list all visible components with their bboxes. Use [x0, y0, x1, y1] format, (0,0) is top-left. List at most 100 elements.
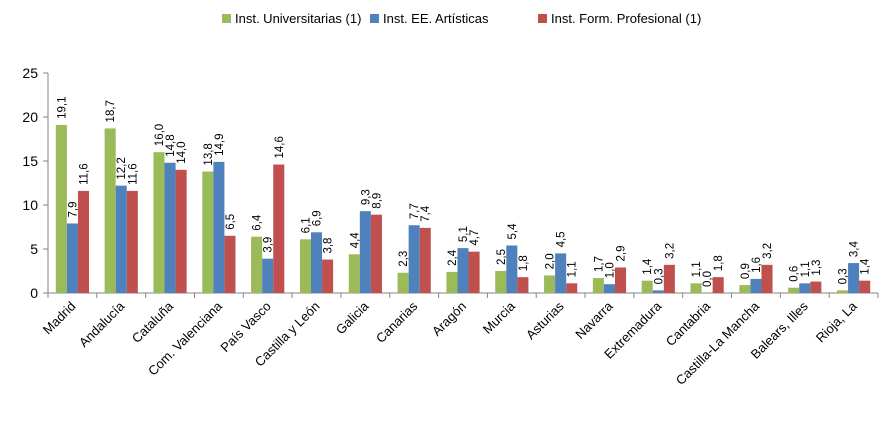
bar: [202, 171, 214, 293]
x-tick-label: Galicia: [333, 298, 372, 337]
value-label: 1,8: [713, 255, 725, 271]
value-label: 5,4: [507, 223, 519, 240]
bar: [115, 185, 127, 293]
value-label: 3,8: [323, 238, 335, 254]
value-label: 9,3: [360, 189, 372, 205]
value-label: 2,9: [616, 245, 628, 261]
value-label: 7,7: [409, 203, 421, 219]
x-tick-label: Navarra: [572, 298, 616, 342]
value-label: 4,4: [349, 232, 361, 249]
bar: [641, 280, 653, 293]
value-label: 3,2: [664, 243, 676, 259]
bar: [712, 277, 724, 293]
bar: [397, 272, 409, 293]
bar: [690, 283, 702, 293]
value-label: 6,5: [225, 214, 237, 230]
bar: [495, 271, 507, 293]
value-label: 3,9: [263, 237, 275, 253]
y-tick-label: 25: [22, 65, 38, 81]
bar: [153, 152, 165, 293]
legend-swatch: [538, 14, 547, 23]
bar: [273, 164, 285, 293]
bar: [468, 251, 480, 293]
x-tick-label: Rioja, La: [813, 298, 860, 345]
bar: [663, 264, 675, 293]
value-label: 2,4: [447, 249, 459, 266]
value-label: 2,0: [545, 253, 557, 269]
bar: [251, 236, 263, 293]
bar: [175, 169, 187, 293]
value-label: 1,8: [518, 255, 530, 271]
value-label: 14,9: [214, 133, 226, 155]
bar: [104, 128, 116, 293]
y-tick-label: 0: [30, 285, 38, 301]
y-tick-label: 20: [22, 109, 38, 125]
y-tick-label: 15: [22, 153, 38, 169]
legend-swatch: [370, 14, 379, 23]
value-label: 3,2: [762, 243, 774, 259]
legend-swatch: [222, 14, 231, 23]
bar: [457, 248, 469, 293]
bar: [359, 211, 371, 293]
bar: [224, 235, 236, 293]
bar: [66, 223, 78, 293]
value-label: 19,1: [56, 97, 68, 119]
x-tick-label: Aragón: [429, 299, 469, 339]
value-label: 13,8: [203, 143, 215, 165]
bar: [566, 283, 578, 293]
bar: [164, 162, 176, 293]
value-label: 16,0: [154, 124, 166, 146]
value-label: 0,3: [653, 268, 665, 284]
value-label: 0,0: [702, 271, 714, 287]
value-label: 7,9: [67, 201, 79, 217]
value-label: 14,6: [274, 136, 286, 158]
value-label: 1,1: [691, 261, 703, 277]
value-label: 1,3: [811, 260, 823, 276]
bar: [603, 284, 616, 293]
bar: [615, 267, 627, 293]
value-label: 0,3: [838, 268, 850, 284]
value-label: 11,6: [127, 163, 139, 185]
value-label: 4,5: [556, 231, 568, 247]
value-label: 1,6: [751, 257, 763, 273]
y-tick-label: 10: [22, 197, 38, 213]
bar: [836, 290, 849, 293]
bar: [506, 245, 518, 293]
x-tick-label: Cataluña: [129, 298, 177, 346]
value-label: 5,1: [458, 226, 470, 242]
x-tick-label: Murcia: [480, 298, 519, 337]
bar: [348, 254, 360, 293]
bar: [446, 271, 458, 293]
bar: [810, 281, 822, 293]
value-label: 0,6: [789, 266, 801, 282]
legend-label: Inst. Form. Profesional (1): [551, 11, 701, 26]
value-label: 1,0: [604, 262, 616, 278]
value-label: 11,6: [78, 163, 90, 185]
bar: [859, 280, 871, 293]
value-label: 1,7: [593, 256, 605, 272]
bar: [126, 190, 138, 293]
bar: [55, 124, 67, 293]
value-label: 2,3: [398, 251, 410, 267]
value-label: 1,4: [860, 258, 872, 275]
bar: [592, 278, 604, 293]
value-label: 1,4: [642, 258, 654, 275]
bar: [750, 278, 762, 293]
value-label: 8,9: [371, 193, 383, 209]
bar: [213, 161, 225, 293]
bar: [77, 190, 90, 293]
bar: [419, 227, 431, 293]
bar: [761, 264, 773, 293]
value-label: 1,1: [567, 261, 579, 277]
value-label: 12,2: [116, 157, 128, 179]
bar: [408, 225, 420, 293]
bar: [322, 259, 334, 293]
bar: [544, 275, 556, 293]
x-tick-label: Asturias: [523, 298, 567, 342]
value-label: 0,9: [740, 263, 752, 279]
bar: [848, 263, 860, 293]
value-label: 3,4: [849, 240, 861, 257]
y-tick-label: 5: [30, 241, 38, 257]
value-label: 4,7: [469, 230, 481, 246]
x-tick-label: Canarias: [373, 298, 421, 346]
